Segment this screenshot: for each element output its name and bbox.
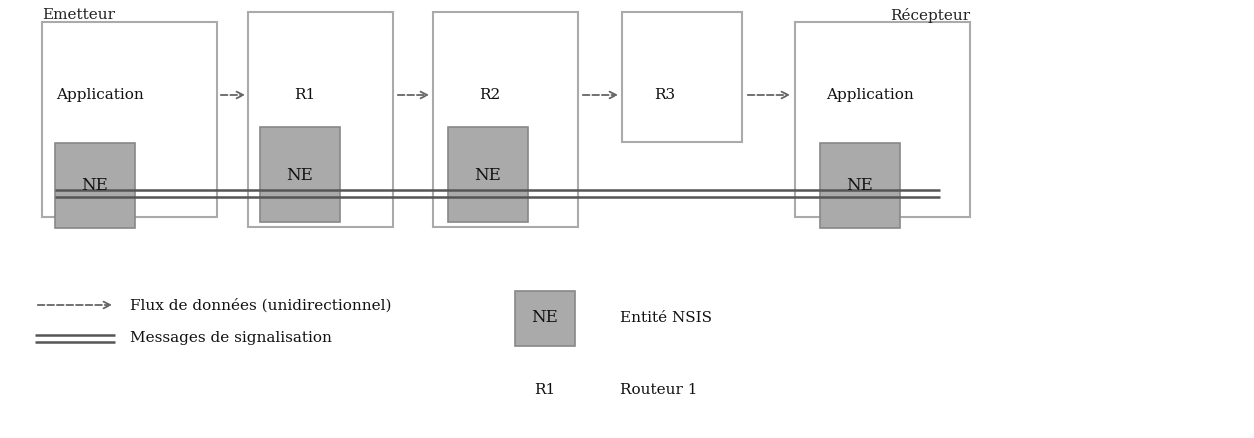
Bar [260, 127, 340, 223]
Text: R2: R2 [479, 88, 500, 102]
Text: Application: Application [826, 88, 914, 102]
Text: NE: NE [287, 166, 314, 184]
Bar [820, 142, 900, 227]
Bar [433, 12, 578, 227]
Text: Emetteur: Emetteur [41, 8, 115, 22]
Bar [41, 22, 217, 217]
Text: NE: NE [82, 177, 108, 194]
Text: R1: R1 [534, 383, 556, 397]
Text: Entité NSIS: Entité NSIS [619, 311, 712, 325]
Bar [622, 12, 742, 142]
Text: Application: Application [56, 88, 144, 102]
Text: NE: NE [532, 310, 558, 326]
Text: Messages de signalisation: Messages de signalisation [130, 331, 332, 345]
Text: R3: R3 [655, 88, 676, 102]
Text: Routeur 1: Routeur 1 [619, 383, 697, 397]
Bar [248, 12, 393, 227]
Text: Flux de données (unidirectionnel): Flux de données (unidirectionnel) [130, 298, 391, 312]
Text: NE: NE [474, 166, 502, 184]
Bar [515, 290, 576, 346]
Bar [448, 127, 528, 223]
Bar [55, 142, 135, 227]
Bar [795, 22, 971, 217]
Text: NE: NE [846, 177, 874, 194]
Text: Récepteur: Récepteur [890, 8, 971, 23]
Text: R1: R1 [295, 88, 316, 102]
